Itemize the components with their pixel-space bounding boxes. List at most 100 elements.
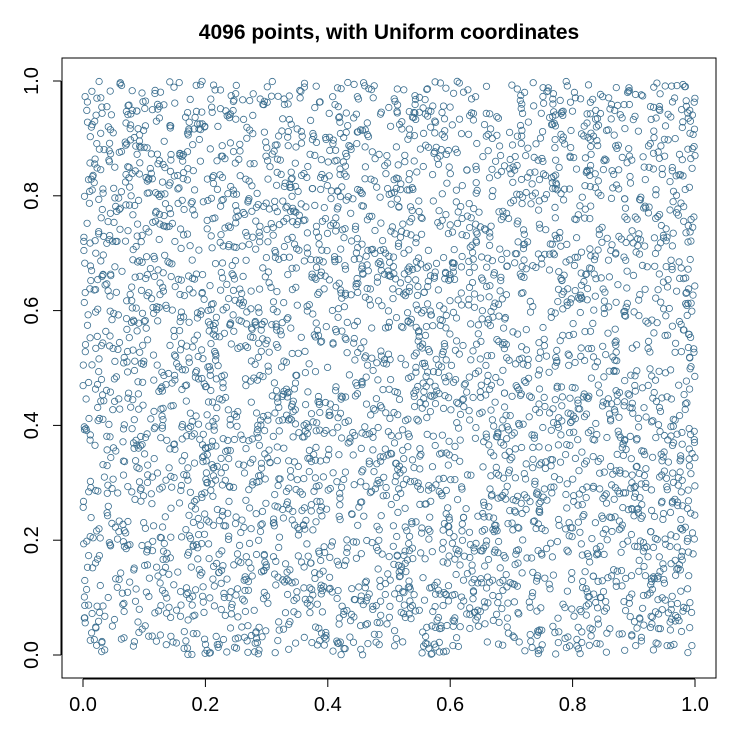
data-point — [591, 252, 599, 260]
data-point — [157, 384, 165, 392]
data-point — [533, 574, 541, 582]
data-point — [132, 142, 140, 150]
data-point — [566, 152, 574, 160]
data-point — [586, 183, 594, 191]
data-point — [138, 89, 146, 97]
data-point — [479, 463, 487, 471]
data-point — [479, 276, 487, 284]
data-point — [495, 208, 503, 216]
data-point — [628, 590, 636, 598]
data-point — [393, 109, 401, 117]
data-point — [582, 168, 590, 177]
data-point — [99, 602, 107, 610]
data-point — [227, 588, 235, 596]
data-point — [153, 303, 161, 311]
data-point — [327, 195, 335, 203]
data-point — [166, 341, 174, 349]
data-point — [184, 131, 192, 139]
data-point — [672, 287, 681, 295]
data-point — [111, 523, 120, 531]
data-point — [545, 409, 554, 417]
data-point — [377, 611, 385, 619]
data-point — [510, 507, 519, 515]
data-point — [623, 88, 632, 97]
data-point — [426, 407, 434, 416]
data-point — [621, 311, 629, 320]
data-point — [482, 132, 490, 140]
data-point — [385, 271, 394, 279]
data-point — [363, 131, 371, 139]
data-point — [533, 572, 542, 580]
data-point — [463, 569, 471, 578]
data-point — [358, 377, 366, 386]
data-point — [414, 417, 422, 425]
data-point — [662, 474, 671, 482]
data-point — [602, 490, 610, 498]
data-point — [369, 446, 377, 454]
data-point — [551, 362, 559, 370]
data-point — [150, 522, 158, 530]
data-point — [256, 222, 264, 230]
data-point — [312, 228, 320, 236]
data-point — [458, 231, 466, 239]
data-point — [513, 383, 522, 392]
data-point — [448, 539, 456, 547]
data-point — [452, 314, 461, 322]
data-point — [137, 238, 145, 246]
data-point — [122, 529, 130, 537]
data-point — [680, 390, 688, 399]
data-point — [93, 527, 101, 535]
data-point — [322, 322, 330, 331]
data-point — [161, 251, 169, 259]
data-point — [536, 646, 544, 654]
data-point — [196, 571, 204, 579]
data-point — [631, 482, 639, 490]
data-point — [415, 207, 423, 216]
data-point — [541, 250, 549, 258]
data-point — [571, 286, 579, 295]
data-point — [334, 203, 342, 211]
data-point — [111, 163, 119, 171]
data-point — [486, 125, 495, 133]
data-point — [532, 140, 540, 148]
data-point — [122, 107, 131, 116]
data-point — [277, 363, 286, 371]
data-point — [317, 503, 326, 511]
data-point — [303, 599, 311, 607]
data-point — [350, 114, 358, 122]
data-point — [439, 558, 447, 566]
data-point — [610, 566, 618, 574]
data-point — [376, 479, 384, 487]
data-point — [357, 478, 365, 486]
data-point — [255, 646, 263, 654]
data-point — [280, 578, 289, 586]
data-point — [145, 592, 153, 601]
data-point — [239, 435, 247, 444]
data-point — [280, 95, 288, 103]
data-point — [324, 451, 333, 459]
data-point — [555, 628, 563, 636]
data-point — [219, 435, 227, 443]
data-point — [318, 587, 326, 595]
data-point — [91, 237, 99, 245]
data-point — [83, 219, 91, 227]
data-point — [674, 564, 682, 573]
data-point — [612, 387, 620, 395]
data-point — [262, 592, 271, 600]
data-point — [264, 454, 272, 462]
data-point — [305, 446, 313, 454]
data-point — [229, 97, 237, 106]
data-point — [379, 492, 387, 500]
data-point — [442, 324, 450, 332]
data-point — [101, 612, 109, 620]
data-point — [132, 242, 140, 251]
data-point — [514, 217, 522, 225]
data-point — [491, 157, 500, 165]
data-point — [472, 237, 480, 245]
data-point — [670, 640, 678, 649]
data-point — [255, 536, 263, 544]
data-point — [331, 157, 339, 165]
data-point — [289, 218, 297, 226]
data-point — [180, 231, 188, 239]
data-point — [301, 368, 309, 377]
